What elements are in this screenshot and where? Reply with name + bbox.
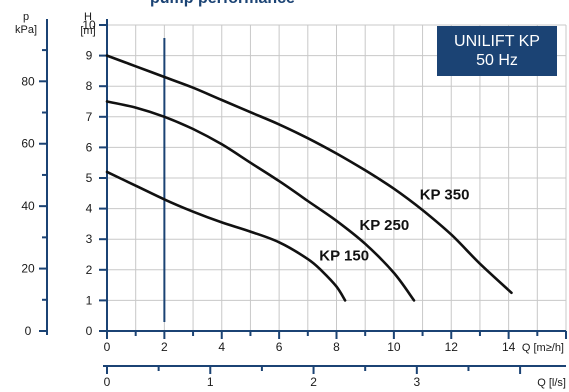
p-axis-unit: kPa] (15, 24, 37, 36)
q-m3h-tick-label: 2 (161, 340, 168, 354)
h-axis-label: H (84, 11, 92, 23)
q-m3h-tick-label: 12 (445, 340, 459, 354)
clipped-header: pump performance (0, 0, 569, 12)
h-tick-label: 5 (86, 171, 93, 185)
p-tick-label: 0 (25, 324, 32, 338)
q-m3h-tick-label: 6 (276, 340, 283, 354)
q-m3h-tick-label: 8 (333, 340, 340, 354)
h-tick-label: 0 (86, 324, 93, 338)
h-tick-label: 10 (82, 18, 96, 32)
p-tick-label: 40 (21, 199, 35, 213)
title-line-1: UNILIFT KP (454, 33, 540, 50)
curve-label-kp-150: KP 150 (319, 248, 369, 265)
curve-kp-350 (105, 54, 513, 295)
q-ls-axis-label: Q [l/s] (537, 377, 566, 389)
q-m3h-tick-label: 4 (218, 340, 225, 354)
title-line-2: 50 Hz (476, 52, 518, 69)
h-tick-label: 2 (86, 263, 93, 277)
q-ls-tick-label: 2 (310, 375, 317, 389)
h-axis-unit: [m] (80, 25, 95, 37)
axes (39, 19, 567, 374)
curve-kp-250 (105, 100, 416, 302)
title-box: UNILIFT KP 50 Hz (437, 26, 557, 76)
p-axis-label: p (23, 11, 29, 23)
q-m3h-axis-label: Q [m≥/h] (522, 342, 564, 354)
h-tick-label: 7 (86, 110, 93, 124)
clipped-header-text: pump performance (150, 0, 295, 8)
h-tick-label: 3 (86, 232, 93, 246)
h-tick-label: 4 (86, 202, 93, 216)
p-tick-label: 20 (21, 262, 35, 276)
q-m3h-tick-label: 10 (387, 340, 401, 354)
q-m3h-tick-label: 14 (502, 340, 516, 354)
q-m3h-tick-label: 0 (104, 340, 111, 354)
p-tick-label: 60 (21, 137, 35, 151)
performance-curves (105, 54, 513, 302)
q-ls-tick-label: 0 (104, 375, 111, 389)
h-tick-label: 8 (86, 79, 93, 93)
curve-label-kp-350: KP 350 (420, 186, 470, 203)
curve-kp-150 (105, 170, 347, 302)
grid (107, 24, 567, 331)
q-ls-tick-label: 1 (207, 375, 214, 389)
curve-labels: KP 150 KP 250 KP 350 (319, 186, 469, 264)
h-tick-label: 6 (86, 140, 93, 154)
h-tick-label: 1 (86, 293, 93, 307)
h-tick-label: 9 (86, 49, 93, 63)
curve-label-kp-250: KP 250 (359, 217, 409, 234)
q-ls-tick-label: 3 (413, 375, 420, 389)
p-tick-label: 80 (21, 74, 35, 88)
